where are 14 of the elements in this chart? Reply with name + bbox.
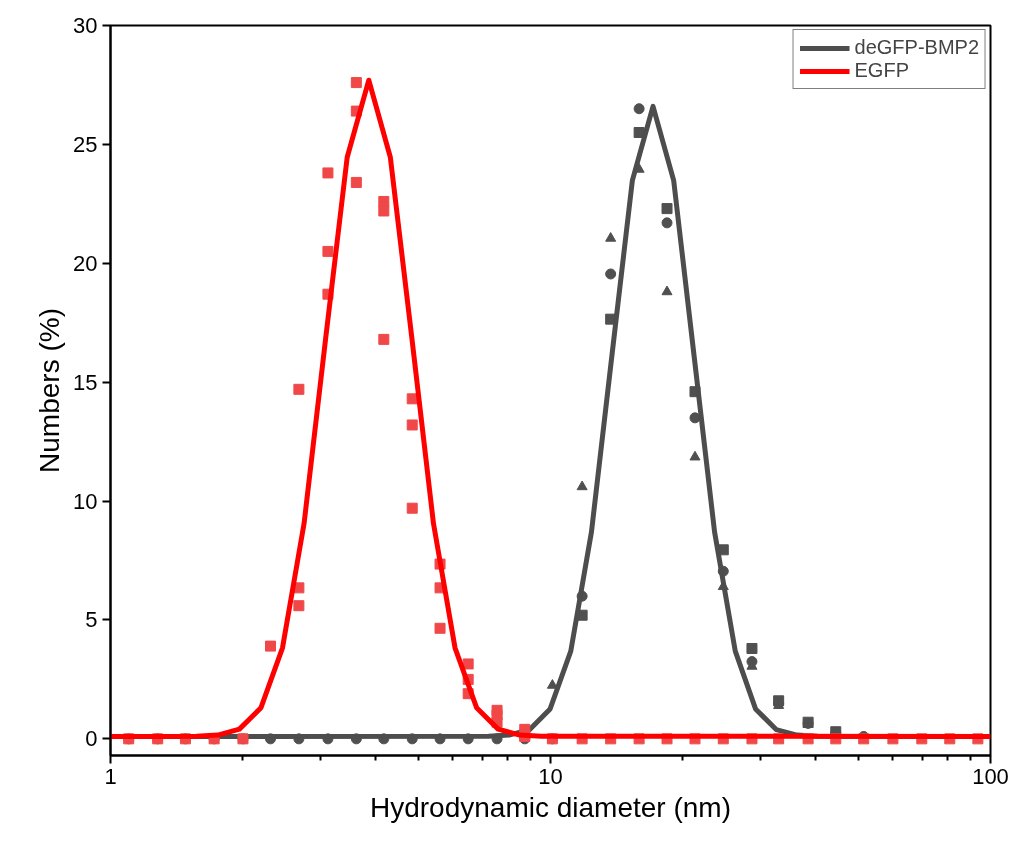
y-tick-label: 15 xyxy=(73,369,98,395)
y-tick-label: 20 xyxy=(73,250,98,276)
y-axis-title: Numbers (%) xyxy=(34,308,66,473)
y-tick-label: 25 xyxy=(73,131,98,157)
y-tick-label: 10 xyxy=(73,488,98,514)
x-tick-label: 1 xyxy=(104,763,117,789)
x-tick-label: 10 xyxy=(538,763,563,789)
x-tick-label: 100 xyxy=(972,763,1009,789)
y-tick-label: 0 xyxy=(85,726,98,752)
y-tick-label: 5 xyxy=(85,607,98,633)
x-axis-title: Hydrodynamic diameter (nm) xyxy=(370,791,731,823)
legend-label: deGFP-BMP2 xyxy=(854,36,979,59)
y-tick-label: 30 xyxy=(73,13,98,38)
legend-label: EGFP xyxy=(854,59,909,82)
